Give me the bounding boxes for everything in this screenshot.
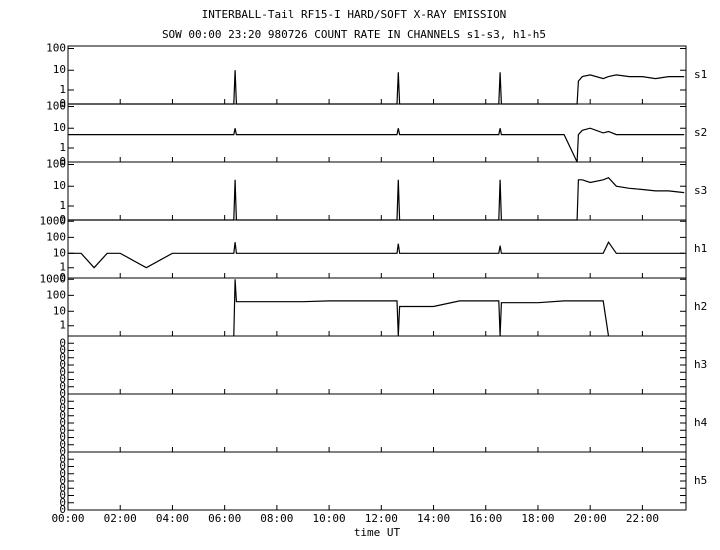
y-tick-label: 100 — [46, 41, 66, 54]
panel-label: s2 — [694, 126, 707, 139]
y-tick-label: 1 — [59, 199, 66, 212]
y-tick-label: 0 — [59, 467, 66, 480]
y-tick-label: 0 — [59, 460, 66, 473]
y-tick-label: 0 — [59, 271, 66, 284]
y-tick-label: 0 — [59, 481, 66, 494]
x-tick-label: 18:00 — [521, 512, 554, 525]
y-tick-label: 0 — [59, 380, 66, 393]
y-tick-label: 0 — [59, 423, 66, 436]
y-tick-label: 100 — [46, 99, 66, 112]
y-tick-label: 0 — [59, 365, 66, 378]
y-tick-label: 10 — [53, 121, 66, 134]
y-tick-label: 1 — [59, 319, 66, 332]
y-tick-label: 0 — [59, 452, 66, 465]
y-tick-label: 0 — [59, 351, 66, 364]
x-tick-label: 22:00 — [626, 512, 659, 525]
panel-label: s1 — [694, 68, 707, 81]
chart-subtitle: SOW 00:00 23:20 980726 COUNT RATE IN CHA… — [162, 28, 546, 41]
y-tick-label: 0 — [59, 416, 66, 429]
x-tick-label: 08:00 — [260, 512, 293, 525]
y-tick-label: 100 — [46, 288, 66, 301]
x-tick-label: 02:00 — [104, 512, 137, 525]
y-tick-label: 10 — [53, 63, 66, 76]
y-tick-label: 0 — [59, 503, 66, 516]
x-tick-label: 20:00 — [574, 512, 607, 525]
x-tick-label: 16:00 — [469, 512, 502, 525]
panel-label: h2 — [694, 300, 707, 313]
y-tick-label: 0 — [59, 358, 66, 371]
y-tick-label: 10 — [53, 179, 66, 192]
series-line — [233, 279, 610, 337]
x-tick-label: 10:00 — [313, 512, 346, 525]
chart-title: INTERBALL-Tail RF15-I HARD/SOFT X-RAY EM… — [202, 8, 507, 21]
y-tick-label: 1 — [59, 83, 66, 96]
panel-label: h4 — [694, 416, 708, 429]
y-tick-label: 0 — [59, 474, 66, 487]
y-tick-label: 0 — [59, 97, 66, 110]
y-tick-label: 0 — [59, 387, 66, 400]
y-tick-label: 0 — [59, 409, 66, 422]
y-tick-label: 0 — [59, 402, 66, 415]
y-tick-label: 0 — [59, 344, 66, 357]
y-tick-label: 0 — [59, 489, 66, 502]
y-tick-label: 1000 — [40, 272, 67, 285]
y-tick-label: 0 — [59, 431, 66, 444]
y-tick-label: 1 — [59, 141, 66, 154]
y-tick-label: 0 — [59, 438, 66, 451]
panel-label: h3 — [694, 358, 707, 371]
series-line — [68, 241, 685, 269]
y-tick-label: 10 — [53, 246, 66, 259]
x-tick-label: 14:00 — [417, 512, 450, 525]
y-tick-label: 10 — [53, 304, 66, 317]
x-tick-label: 06:00 — [208, 512, 241, 525]
panel-label: h5 — [694, 474, 707, 487]
y-tick-label: 0 — [59, 213, 66, 226]
y-tick-label: 1000 — [40, 214, 67, 227]
y-tick-label: 0 — [59, 394, 66, 407]
y-tick-label: 0 — [59, 336, 66, 349]
x-tick-label: 00:00 — [51, 512, 84, 525]
y-tick-label: 100 — [46, 157, 66, 170]
y-tick-label: 0 — [59, 155, 66, 168]
series-line — [68, 127, 685, 163]
y-tick-label: 1 — [59, 261, 66, 274]
y-tick-label: 0 — [59, 496, 66, 509]
x-axis-label: time UT — [354, 526, 401, 539]
y-tick-label: 0 — [59, 445, 66, 458]
x-tick-label: 04:00 — [156, 512, 189, 525]
y-tick-label: 100 — [46, 230, 66, 243]
x-tick-label: 12:00 — [365, 512, 398, 525]
y-tick-label: 0 — [59, 373, 66, 386]
panel-label: h1 — [694, 242, 707, 255]
panel-label: s3 — [694, 184, 707, 197]
